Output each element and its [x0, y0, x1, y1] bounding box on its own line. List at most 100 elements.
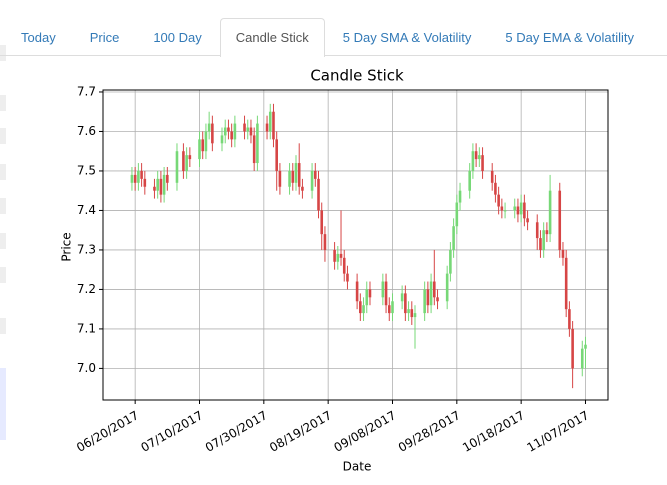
- y-tick-label: 7.5: [77, 163, 96, 177]
- side-block: [0, 164, 6, 180]
- candle-body: [310, 170, 314, 191]
- candle-body: [561, 249, 565, 258]
- candle-body: [278, 170, 282, 187]
- candle-body: [494, 182, 497, 195]
- candle-body: [256, 123, 259, 164]
- candle-body: [342, 257, 346, 274]
- y-tick-label: 7.0: [77, 361, 96, 375]
- candle-body: [288, 170, 291, 187]
- x-tick-label: 08/19/2017: [267, 408, 334, 455]
- x-axis-label: Date: [343, 460, 372, 474]
- tab[interactable]: 5 Day EMA & Volatility: [505, 30, 634, 45]
- candle-body: [400, 293, 404, 302]
- y-tick-label: 7.3: [77, 242, 96, 256]
- tab[interactable]: Today: [21, 30, 56, 45]
- candle-body: [246, 127, 250, 132]
- side-block: [0, 368, 6, 440]
- candle-body: [500, 206, 504, 211]
- candle-body: [162, 174, 166, 195]
- candle-body: [471, 151, 475, 171]
- candle-body: [140, 170, 143, 179]
- candle-body: [275, 139, 278, 171]
- side-block: [0, 128, 6, 144]
- candle-body: [227, 127, 230, 132]
- candle-body: [404, 293, 407, 314]
- candle-body: [516, 206, 520, 215]
- candle-body: [580, 348, 584, 369]
- x-tick-label: 09/28/2017: [396, 408, 463, 455]
- y-tick-label: 7.6: [77, 124, 96, 138]
- candle-body: [542, 230, 545, 250]
- candle-body: [137, 170, 140, 183]
- side-block: [0, 267, 6, 283]
- candle-body: [426, 289, 430, 306]
- tab[interactable]: Price: [89, 30, 120, 45]
- candle-body: [362, 305, 365, 314]
- side-block: [0, 318, 6, 334]
- candle-body: [233, 123, 237, 140]
- candle-body: [568, 309, 571, 329]
- candle-body: [320, 210, 324, 235]
- candle-body: [381, 281, 385, 298]
- candle-body: [423, 289, 426, 314]
- candle-body: [182, 151, 185, 171]
- tab[interactable]: 5 Day SMA & Volatility: [342, 30, 472, 45]
- candle-body: [333, 249, 336, 262]
- candle-body: [452, 226, 455, 250]
- candle-body: [564, 257, 568, 310]
- y-tick-label: 7.4: [77, 203, 96, 217]
- candle-body: [571, 328, 574, 369]
- side-block: [0, 95, 6, 111]
- candle-body: [220, 135, 224, 144]
- candle-body: [458, 190, 462, 203]
- x-tick-label: 07/30/2017: [203, 408, 270, 455]
- candle-body: [272, 111, 275, 140]
- x-tick-label: 10/18/2017: [460, 408, 527, 455]
- candle-body: [336, 253, 340, 262]
- tab-bar: Today Price 100 Day Candle Stick 5 Day SMA &…: [5, 18, 652, 57]
- candle-body: [265, 123, 269, 132]
- candle-body: [291, 170, 295, 183]
- candle-body: [584, 344, 587, 349]
- candle-body: [198, 139, 201, 160]
- candle-body: [513, 206, 517, 211]
- candle-body: [294, 163, 298, 183]
- candle-body: [503, 210, 507, 212]
- candle-body: [201, 139, 205, 152]
- candle-body: [223, 127, 227, 136]
- candle-body: [252, 135, 256, 164]
- y-tick-label: 7.7: [77, 84, 96, 98]
- candle-body: [159, 178, 163, 195]
- x-tick-label: 06/20/2017: [74, 408, 141, 455]
- candle-body: [185, 155, 188, 171]
- candle-body: [474, 151, 478, 160]
- candle-body: [249, 127, 253, 136]
- candle-body: [407, 309, 410, 314]
- candle-body: [355, 281, 359, 302]
- candle-body: [449, 249, 452, 274]
- candle-body: [391, 301, 394, 314]
- tab[interactable]: Candle Stick: [219, 18, 325, 57]
- candle-body: [156, 178, 159, 191]
- x-tick-label: 07/10/2017: [138, 408, 205, 455]
- candle-body: [535, 222, 539, 239]
- candle-body: [297, 163, 301, 187]
- candle-body: [497, 194, 500, 207]
- tab[interactable]: 100 Day: [153, 30, 202, 45]
- candle-body: [230, 131, 233, 140]
- candle-body: [433, 281, 436, 298]
- candle-body: [339, 253, 343, 258]
- candle-body: [153, 186, 156, 191]
- candle-body: [301, 186, 304, 191]
- candle-body: [413, 313, 417, 318]
- candle-body: [548, 190, 552, 235]
- candle-body: [204, 131, 208, 152]
- candle-body: [468, 170, 471, 191]
- candle-body: [526, 218, 529, 223]
- candle-body: [368, 289, 372, 298]
- candle-body: [519, 202, 523, 215]
- y-axis-label: Price: [60, 232, 74, 261]
- tab-divider: [0, 55, 667, 56]
- candle-body: [211, 123, 214, 144]
